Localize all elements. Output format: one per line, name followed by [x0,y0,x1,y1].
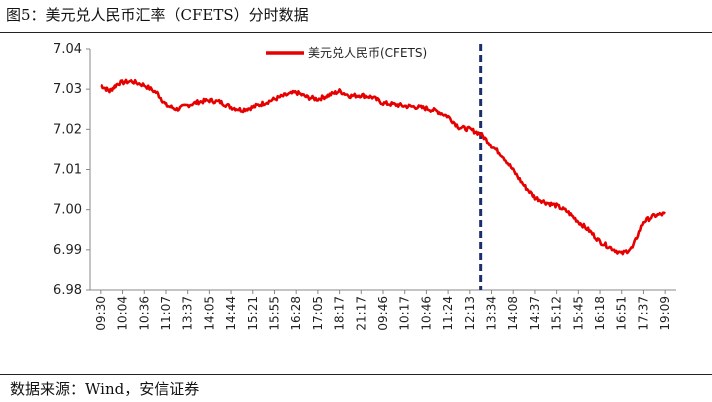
x-tick-labels: 09:30 10:04 10:36 11:07 13:37 14:05 14:44 15:21… [94,296,672,331]
x-tick-label: 14:08 [506,296,520,331]
x-tick-label: 10:04 [116,296,130,331]
x-tick-label: 11:24 [441,296,455,331]
x-tick-label: 18:17 [333,296,347,331]
axes [86,48,676,294]
figure-title: 图5：美元兑人民币汇率（CFETS）分时数据 [6,6,309,24]
x-tick-label: 15:21 [246,296,260,331]
x-tick-label: 10:36 [137,296,151,331]
y-tick-label: 7.04 [53,42,82,57]
y-tick-label: 6.98 [53,283,82,298]
x-tick-label: 15:12 [550,296,564,331]
x-tick-label: 14:05 [202,296,216,331]
x-tick-label: 16:51 [615,296,629,331]
x-tick-label: 13:37 [181,296,195,331]
series-line [100,78,666,256]
x-tick-label: 15:55 [267,296,281,331]
y-tick-label: 7.02 [53,122,82,137]
y-tick-label: 6.99 [53,243,82,258]
x-tick-label: 21:17 [354,296,368,331]
top-rule [0,32,712,33]
series-group [100,78,666,256]
x-tick-label: 10:17 [398,296,412,331]
x-tick-label: 10:46 [419,296,433,331]
bottom-rule [0,374,712,375]
x-tick-label: 15:45 [571,296,585,331]
x-tick-label: 14:37 [528,296,542,331]
x-tick-label: 14:44 [224,296,238,331]
y-tick-label: 7.00 [53,203,82,218]
y-tick-label: 7.03 [53,82,82,97]
x-tick-label: 17:37 [636,296,650,331]
x-tick-label: 19:09 [658,296,672,331]
x-tick-label: 13:34 [485,296,499,331]
x-tick-label: 16:18 [593,296,607,331]
x-tick-label: 17:05 [311,296,325,331]
x-tick-label: 16:28 [289,296,303,331]
x-tick-label: 09:46 [376,296,390,331]
y-tick-label: 7.01 [53,163,82,178]
x-tick-label: 09:30 [94,296,108,331]
x-tick-label: 11:07 [159,296,173,331]
legend-label: 美元兑人民币(CFETS) [308,46,427,60]
x-tick-label: 12:13 [463,296,477,331]
legend: 美元兑人民币(CFETS) [266,46,427,60]
source-note: 数据来源：Wind，安信证券 [10,380,200,398]
y-tick-labels: 7.04 7.03 7.02 7.01 7.00 6.99 6.98 [53,42,82,298]
